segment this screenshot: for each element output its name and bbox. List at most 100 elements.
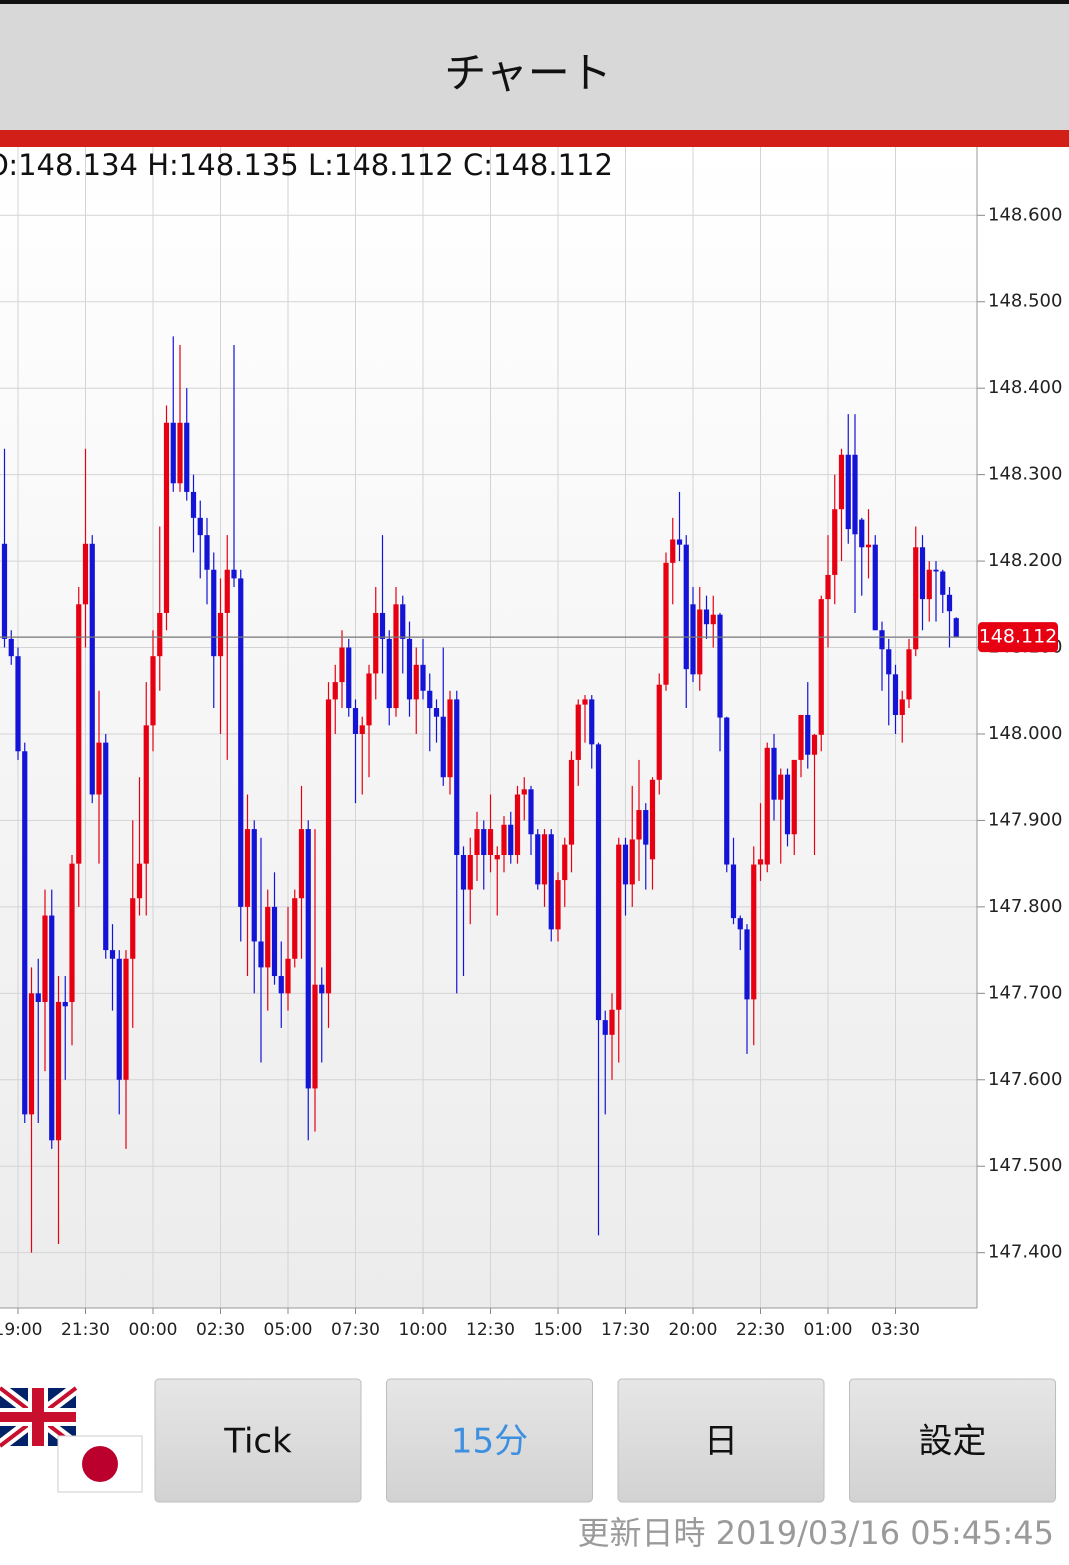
candle-body bbox=[670, 539, 676, 563]
candle-body bbox=[28, 993, 35, 1115]
price-badge bbox=[978, 622, 1058, 653]
candle-body bbox=[460, 855, 467, 890]
candle-body bbox=[352, 708, 359, 734]
candle-body bbox=[298, 829, 305, 899]
candle-body bbox=[217, 612, 224, 657]
candle-body bbox=[528, 789, 534, 835]
candle-body bbox=[292, 898, 298, 959]
candle-body bbox=[825, 574, 831, 600]
candle-body bbox=[757, 859, 764, 865]
candle-body bbox=[55, 1001, 62, 1141]
x-tick-label: 10:00 bbox=[399, 1320, 448, 1340]
candle-body bbox=[798, 714, 804, 760]
candle-body bbox=[521, 789, 527, 795]
button[interactable]: 日 bbox=[617, 1378, 825, 1503]
candle-body bbox=[676, 539, 683, 545]
button-face[interactable] bbox=[386, 1378, 593, 1503]
candle-body bbox=[224, 569, 230, 613]
candle-body bbox=[22, 751, 28, 1115]
candle-body bbox=[703, 609, 710, 625]
candle-body bbox=[305, 829, 311, 1089]
candle-body bbox=[562, 844, 568, 881]
x-tick-label: 12:30 bbox=[466, 1320, 515, 1340]
candle-body bbox=[683, 544, 689, 670]
candle-body bbox=[535, 834, 541, 885]
candle-body bbox=[656, 684, 662, 780]
y-tick-label: 148.000 bbox=[988, 723, 1062, 744]
candle-body bbox=[899, 699, 905, 715]
candle-body bbox=[42, 915, 48, 1002]
candle-body bbox=[953, 618, 959, 638]
y-tick-label: 147.900 bbox=[988, 809, 1062, 830]
candle-body bbox=[663, 562, 669, 685]
header-title: チャート bbox=[444, 49, 612, 98]
candle-body bbox=[393, 604, 399, 709]
candle-body bbox=[609, 1009, 615, 1035]
button[interactable]: Tick bbox=[154, 1378, 362, 1503]
candle-body bbox=[278, 976, 284, 994]
candle-body bbox=[602, 1020, 608, 1035]
candle-body bbox=[818, 599, 824, 735]
candle-body bbox=[170, 422, 176, 484]
candle-body bbox=[211, 569, 217, 657]
candle-body bbox=[852, 454, 858, 535]
button-face[interactable] bbox=[617, 1378, 825, 1503]
button-label[interactable]: 15分 bbox=[451, 1422, 528, 1462]
candle-body bbox=[143, 725, 149, 864]
candle-body bbox=[325, 699, 332, 994]
y-tick-label: 148.600 bbox=[988, 204, 1062, 225]
candle-body bbox=[447, 699, 453, 778]
price-badge-label: 148.112 bbox=[979, 626, 1058, 648]
candle-body bbox=[784, 774, 791, 835]
candle-body bbox=[643, 810, 649, 845]
candle-body bbox=[933, 569, 939, 572]
candle-body bbox=[791, 759, 797, 835]
candle-body bbox=[130, 898, 136, 959]
plot-area bbox=[0, 147, 977, 1308]
candle-body bbox=[386, 638, 392, 709]
candle-body bbox=[872, 544, 878, 631]
button-face[interactable] bbox=[849, 1378, 1056, 1503]
currency-flags bbox=[0, 1383, 143, 1493]
candle-body bbox=[811, 734, 818, 755]
candle-body bbox=[926, 569, 932, 600]
candle-body bbox=[62, 1001, 68, 1007]
button[interactable]: 設定 bbox=[849, 1378, 1056, 1503]
candle-body bbox=[467, 855, 473, 890]
ohlc-readout: O:148.134 H:148.135 L:148.112 C:148.112 bbox=[0, 148, 613, 182]
button[interactable]: 15分 bbox=[386, 1378, 593, 1503]
candle-body bbox=[379, 612, 386, 639]
candle-body bbox=[339, 647, 345, 683]
candle-body bbox=[244, 829, 251, 907]
candle-body bbox=[258, 941, 264, 968]
candle-body bbox=[744, 929, 750, 1000]
button-label[interactable]: 設定 bbox=[919, 1422, 987, 1462]
candle-body bbox=[919, 547, 926, 600]
button-face[interactable] bbox=[154, 1378, 362, 1503]
candle-body bbox=[582, 699, 588, 705]
candle-body bbox=[413, 664, 419, 700]
candle-body bbox=[184, 422, 190, 492]
y-tick-label: 147.700 bbox=[988, 982, 1062, 1003]
candle-body bbox=[589, 699, 595, 745]
candle-body bbox=[616, 844, 622, 1010]
candle-body bbox=[346, 647, 352, 709]
x-tick-label: 17:30 bbox=[601, 1320, 650, 1340]
candle-body bbox=[15, 656, 21, 752]
candle-body bbox=[157, 612, 163, 657]
status-edge bbox=[0, 0, 1069, 4]
candle-body bbox=[96, 742, 102, 795]
candle-body bbox=[636, 810, 642, 840]
candle-body bbox=[730, 864, 737, 919]
button-label[interactable]: Tick bbox=[223, 1422, 292, 1462]
x-tick-label: 22:30 bbox=[736, 1320, 785, 1340]
candle-body bbox=[265, 906, 271, 968]
candle-body bbox=[190, 491, 197, 518]
candle-body bbox=[514, 794, 521, 856]
x-tick-label: 19:00 bbox=[0, 1320, 43, 1340]
update-time: 更新日時 2019/03/16 05:45:45 bbox=[577, 1514, 1054, 1552]
candle-body bbox=[481, 829, 487, 856]
candle-body bbox=[501, 824, 507, 856]
button-label[interactable]: 日 bbox=[704, 1422, 738, 1462]
